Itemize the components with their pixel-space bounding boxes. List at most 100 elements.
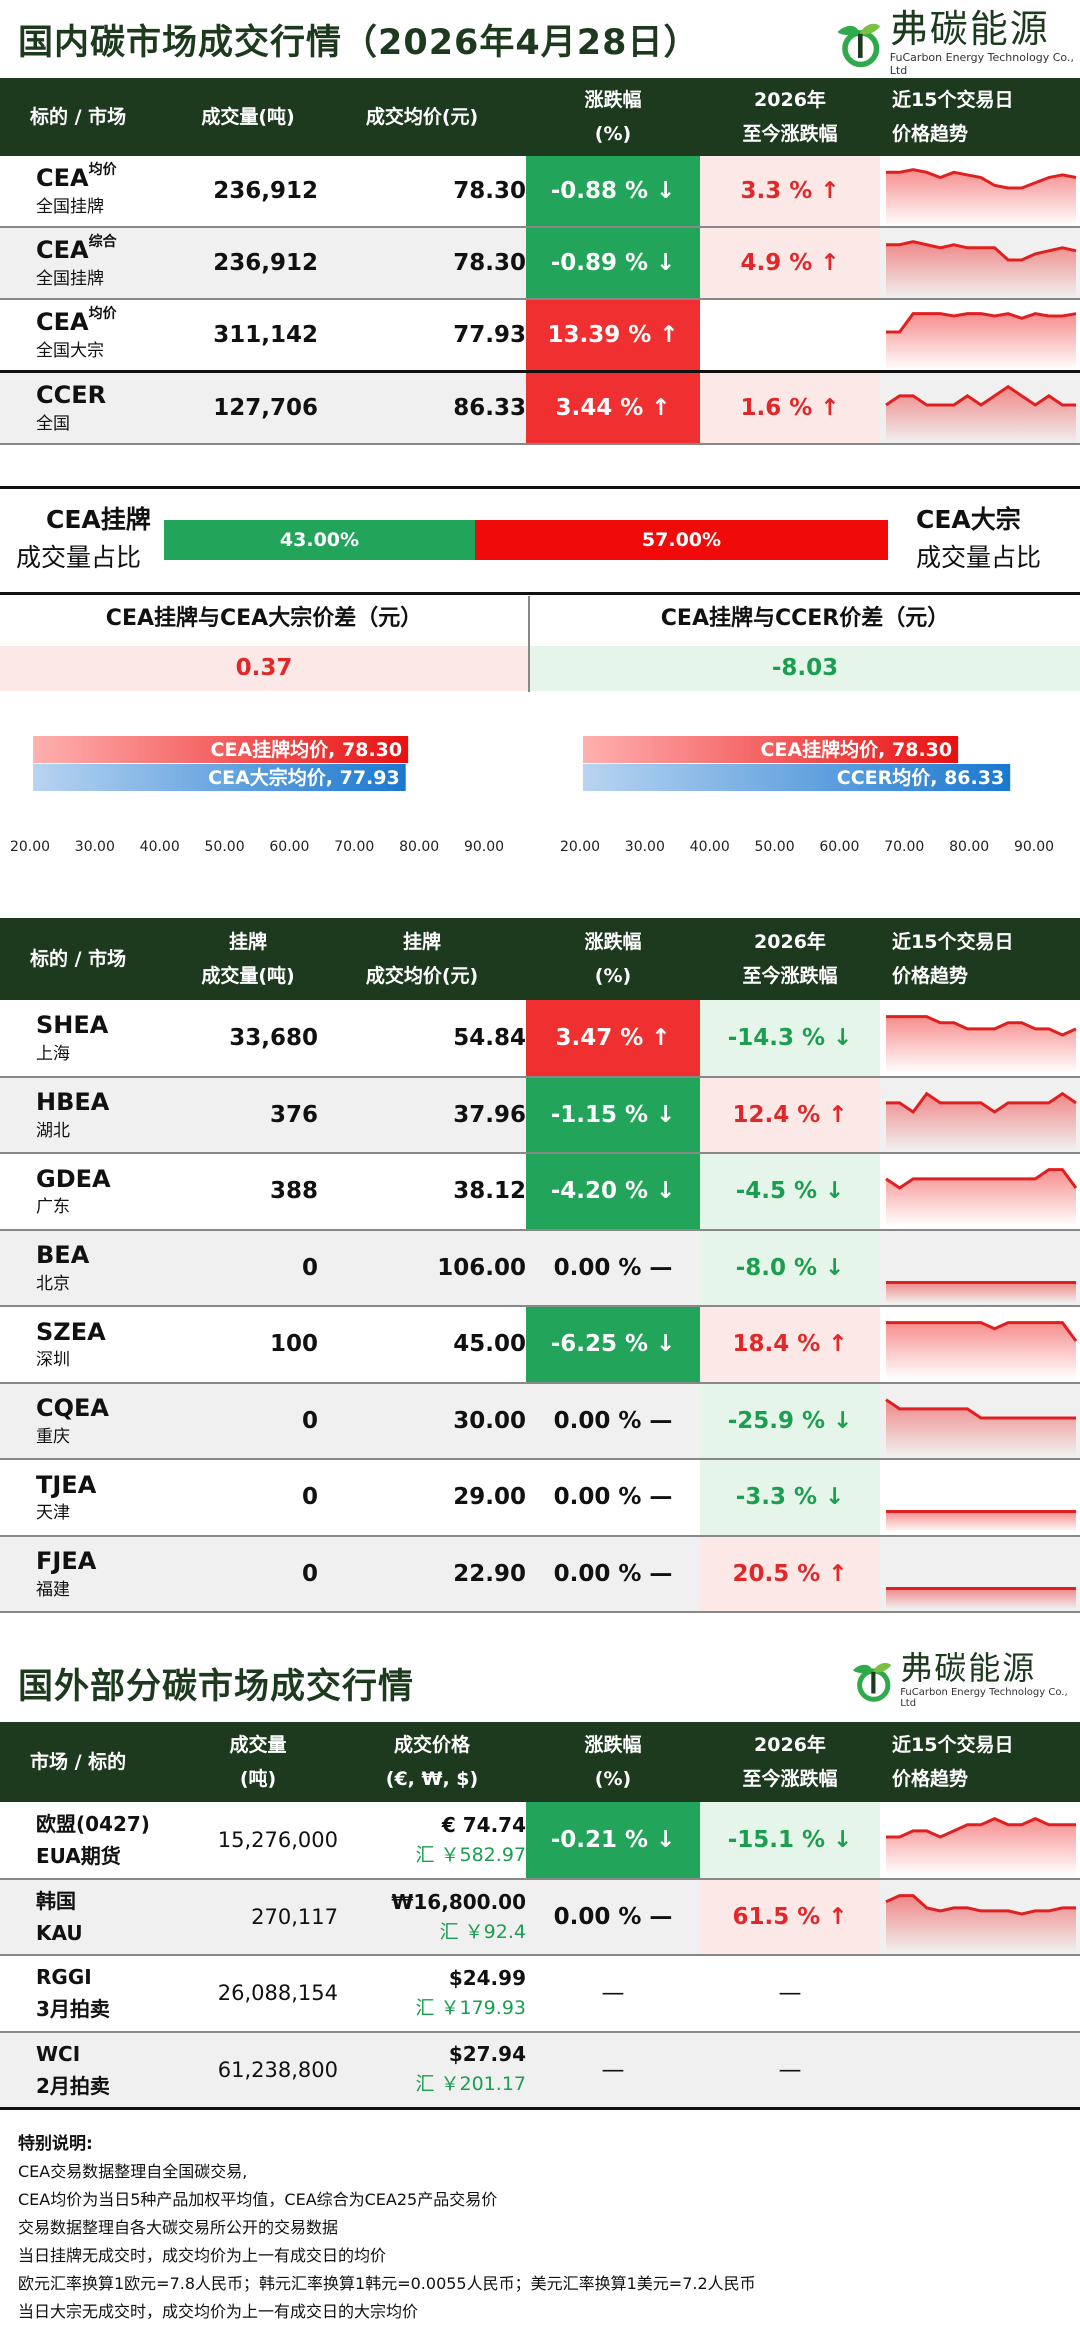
price-cell: € 74.74 汇 ￥582.97: [338, 1802, 526, 1880]
trend-cell: [880, 227, 1080, 300]
x-tick-label: 50.00: [205, 839, 245, 855]
domestic-col-0: 标的 / 市场: [0, 78, 178, 156]
market-name: 上海: [36, 1043, 70, 1064]
x-tick-label: 90.00: [464, 839, 504, 855]
volume-cell: 100: [178, 1306, 318, 1384]
volume-cell: 127,706: [178, 370, 318, 445]
price-value: $24.99: [448, 1966, 526, 1991]
trend-line: [886, 1014, 1077, 1037]
instrument-name: CQEA 重庆: [0, 1382, 178, 1460]
instrument-name: SHEA 上海: [0, 1000, 178, 1078]
instrument-symbol: 3月拍卖: [36, 1997, 110, 2022]
instrument-symbol: KAU: [36, 1920, 83, 1945]
x-tick-label: 30.00: [625, 839, 665, 855]
spread-right-value: -8.03: [530, 646, 1080, 691]
instrument-name: RGGI 3月拍卖: [0, 1955, 178, 2033]
trend-sparkline: [886, 312, 1077, 370]
instrument-symbol: CEA: [36, 308, 89, 337]
ytd-change-cell: —: [700, 2031, 880, 2110]
instrument-name: GDEA 广东: [0, 1153, 178, 1231]
market-name: 广东: [36, 1197, 70, 1218]
divider: [0, 486, 1080, 489]
change-cell: 0.00 % —: [526, 1878, 700, 1956]
trend-cell: [880, 370, 1080, 445]
ytd-change-cell: -15.1 % ↓: [700, 1802, 880, 1880]
x-tick-label: 40.00: [140, 839, 180, 855]
table-row: GDEA 广东 388 38.12 -4.20 % ↓ -4.5 % ↓: [0, 1153, 1080, 1231]
volume-cell: 61,238,800: [178, 2031, 338, 2110]
share-left-label: CEA挂牌: [46, 505, 151, 534]
price-value: € 74.74: [441, 1812, 526, 1837]
bar-label: CEA挂牌均价, 78.30: [211, 738, 403, 761]
table-row: CCER 全国 127,706 86.33 3.44 % ↑ 1.6 % ↑: [0, 370, 1080, 445]
ytd-change-cell: —: [700, 1955, 880, 2033]
domestic-col-3: 涨跌幅 (%): [526, 78, 700, 156]
change-cell: -0.88 % ↓: [526, 156, 700, 228]
price-cell: 77.93: [318, 299, 526, 373]
note-line: CEA交易数据整理自全国碳交易,: [18, 2162, 248, 2181]
bar: [33, 764, 406, 791]
domestic-col-2: 成交均价(元): [318, 78, 526, 156]
price-cell: ₩16,800.00 汇 ￥92.4: [338, 1878, 526, 1956]
market-name: 北京: [36, 1273, 70, 1294]
change-cell: —: [526, 2031, 700, 2110]
price-value: $27.94: [448, 2042, 526, 2067]
trend-area: [886, 1588, 1076, 1609]
price-cell: $27.94 汇 ￥201.17: [338, 2031, 526, 2110]
change-cell: -6.25 % ↓: [526, 1306, 700, 1384]
instrument-name: CEA均价 全国大宗: [0, 299, 178, 373]
price-cell: 86.33: [318, 370, 526, 445]
x-tick-label: 50.00: [755, 839, 795, 855]
trend-area: [886, 169, 1076, 226]
foreign-table: 市场 / 标的 成交量 (吨) 成交价格 (€, ₩, $) 涨跌幅 (%) 2026年…: [0, 1722, 1080, 2110]
logo-en: FuCarbon Energy Technology Co., Ltd: [900, 1687, 1068, 1709]
local-col-3: 涨跌幅 (%): [526, 918, 700, 1000]
trend-line: [886, 168, 1077, 190]
instrument-superscript: 均价: [88, 306, 117, 323]
table-row: WCI 2月拍卖 61,238,800 $27.94 汇 ￥201.17— —: [0, 2031, 1080, 2110]
bar-label: CEA挂牌均价, 78.30: [761, 738, 953, 761]
instrument-symbol: CEA: [36, 236, 89, 265]
trend-line: [885, 1398, 1076, 1420]
change-cell: -0.21 % ↓: [526, 1802, 700, 1880]
trend-line: [886, 240, 1077, 262]
instrument-name: HBEA 湖北: [0, 1076, 178, 1154]
x-tick-label: 80.00: [399, 839, 439, 855]
instrument-superscript: 综合: [88, 234, 117, 251]
x-tick-label: 30.00: [75, 839, 115, 855]
rmb-converted-price: 汇 ￥179.93: [415, 1997, 526, 2020]
trend-sparkline: [886, 1586, 1076, 1609]
spread-right-title: CEA挂牌与CCER价差（元）: [660, 606, 950, 631]
change-cell: 3.47 % ↑: [526, 1000, 700, 1078]
divider: [0, 592, 1080, 595]
change-cell: -1.15 % ↓: [526, 1076, 700, 1154]
price-cell: 106.00: [318, 1229, 526, 1307]
trend-line: [885, 1168, 1078, 1191]
trend-area: [886, 1322, 1076, 1380]
market-name: 欧盟(0427): [36, 1811, 150, 1836]
trend-cell: [880, 1535, 1080, 1613]
trend-sparkline: [886, 1014, 1077, 1073]
trend-line: [886, 312, 1077, 334]
x-tick-label: 70.00: [334, 839, 374, 855]
instrument-symbol: CCER: [36, 381, 107, 410]
table-row: CQEA 重庆 0 30.00 0.00 % — -25.9 % ↓: [0, 1382, 1080, 1460]
volume-cell: 26,088,154: [178, 1955, 338, 2033]
instrument-name: 欧盟(0427) EUA期货: [0, 1802, 178, 1880]
volume-cell: 311,142: [178, 299, 318, 373]
price-cell: 37.96: [318, 1076, 526, 1154]
price-cell: 78.30: [318, 227, 526, 300]
x-tick-label: 70.00: [884, 839, 924, 855]
ytd-change-cell: -14.3 % ↓: [700, 1000, 880, 1078]
local-col-0: 标的 / 市场: [0, 918, 178, 1000]
x-tick-label: 80.00: [949, 839, 989, 855]
x-axis: 20.00 30.00 40.00 50.00 60.00 70.00 80.00 90.00: [560, 839, 1054, 855]
table-row: CEA综合 全国挂牌 236,912 78.30 -0.89 % ↓ 4.9 % ↑: [0, 227, 1080, 300]
rmb-converted-price: 汇 ￥92.4: [439, 1920, 526, 1943]
rmb-converted-price: 汇 ￥582.97: [415, 1843, 526, 1866]
domestic-title: 国内碳市场成交行情（2026年4月28日）: [18, 23, 700, 63]
trend-area: [886, 1818, 1076, 1875]
table-row: FJEA 福建 0 22.90 0.00 % —20.5 % ↑: [0, 1535, 1080, 1613]
volume-cell: 0: [178, 1229, 318, 1307]
trend-area: [886, 1016, 1076, 1073]
